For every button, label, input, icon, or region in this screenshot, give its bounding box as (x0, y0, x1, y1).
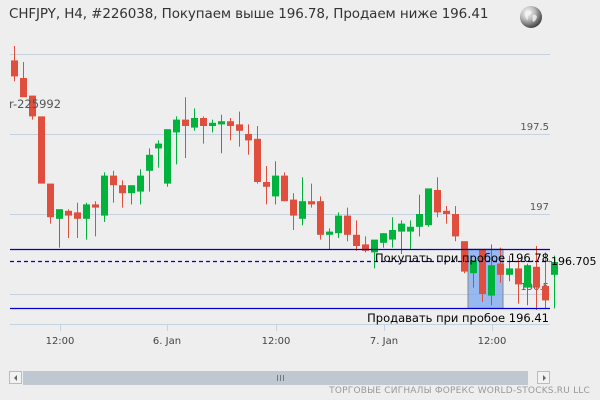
candle-bull (425, 188, 432, 226)
candle-bear (38, 116, 45, 184)
footer-credit: ТОРГОВЫЕ СИГНАЛЫ ФОРЕКС WORLD-STOCKS.RU … (329, 386, 590, 396)
candle-bear (308, 201, 315, 205)
candle-bear (110, 175, 117, 186)
candle-bull (56, 209, 63, 219)
candle-bear (434, 190, 441, 213)
candle-bear (47, 183, 54, 218)
candle-bear (263, 182, 270, 187)
candle-bear (65, 210, 72, 216)
candle-bear (362, 244, 369, 251)
candle-bull (218, 121, 225, 125)
candle-bull (506, 268, 513, 275)
candle-bull (416, 214, 423, 227)
horizontal-scrollbar[interactable] (9, 371, 550, 385)
buy-level-label: Покупать при пробое 196.78 (375, 251, 549, 265)
candle-bear (11, 60, 18, 77)
candle-bull (164, 129, 171, 184)
scroll-right-arrow-icon[interactable] (537, 371, 550, 384)
candle-bull (173, 119, 180, 133)
y-tick-label: 197.5 (520, 122, 549, 133)
x-tick-label: 12:00 (262, 336, 291, 347)
x-tick-label: 12:00 (478, 336, 507, 347)
candle-bear (254, 138, 261, 182)
x-tick-label: 6. Jan (153, 336, 181, 347)
candle-bull (146, 154, 153, 171)
scroll-left-arrow-icon[interactable] (9, 371, 22, 384)
candle-bull (389, 230, 396, 240)
candles (11, 46, 558, 310)
candle-bull (398, 223, 405, 232)
candle-bear (443, 210, 450, 214)
candle-bear (515, 268, 522, 285)
scrollbar-grip-icon (277, 375, 284, 381)
candle-bull (128, 185, 135, 194)
candle-bull (272, 175, 279, 197)
candle-bull (326, 231, 333, 235)
candle-bull (191, 118, 198, 128)
chart-title: CHFJPY, H4, #226038, Покупаем выше 196.7… (9, 6, 489, 22)
candle-bull (83, 204, 90, 219)
candle-bull (299, 201, 306, 219)
candle-bear (119, 185, 126, 194)
candle-bear (461, 241, 468, 272)
candle-bear (245, 134, 252, 141)
candle-bear (317, 201, 324, 235)
candle-bear (182, 119, 189, 126)
candle-bull (155, 143, 162, 149)
sell-level-label: Продавать при пробое 196.41 (367, 311, 549, 325)
candle-bear (74, 212, 81, 219)
x-tick-label: 7. Jan (370, 336, 398, 347)
candle-bear (29, 95, 36, 117)
candle-bull (551, 262, 558, 275)
candle-bear (542, 286, 549, 301)
candle-bull (488, 265, 495, 296)
candle-bear (353, 234, 360, 246)
candle-bull (524, 265, 531, 288)
x-tick-label: 12:00 (46, 336, 75, 347)
candle-bull (101, 175, 108, 216)
candle-bear (281, 175, 288, 202)
candle-bull (470, 260, 477, 274)
scrollbar-thumb[interactable] (23, 371, 528, 385)
y-tick-label: 197 (530, 202, 549, 213)
candle-bear (290, 199, 297, 216)
candle-bear (533, 266, 540, 288)
current-price-label: 196.705 (551, 255, 597, 268)
candle-bull (335, 215, 342, 234)
candle-bear (20, 78, 27, 98)
candle-bull (407, 226, 414, 232)
candle-bull (380, 233, 387, 243)
candle-bear (227, 121, 234, 126)
overlay-id-label: r-225992 (9, 97, 61, 111)
candle-bear (479, 249, 486, 294)
globe-icon[interactable] (520, 6, 542, 28)
candle-bear (497, 263, 504, 275)
candle-bear (452, 214, 459, 237)
candle-bull (209, 122, 216, 126)
candle-bull (137, 175, 144, 192)
candle-bear (344, 215, 351, 235)
candle-bear (92, 204, 99, 208)
candle-bear (200, 118, 207, 126)
candle-bear (236, 124, 243, 131)
candle-bull (371, 239, 378, 253)
